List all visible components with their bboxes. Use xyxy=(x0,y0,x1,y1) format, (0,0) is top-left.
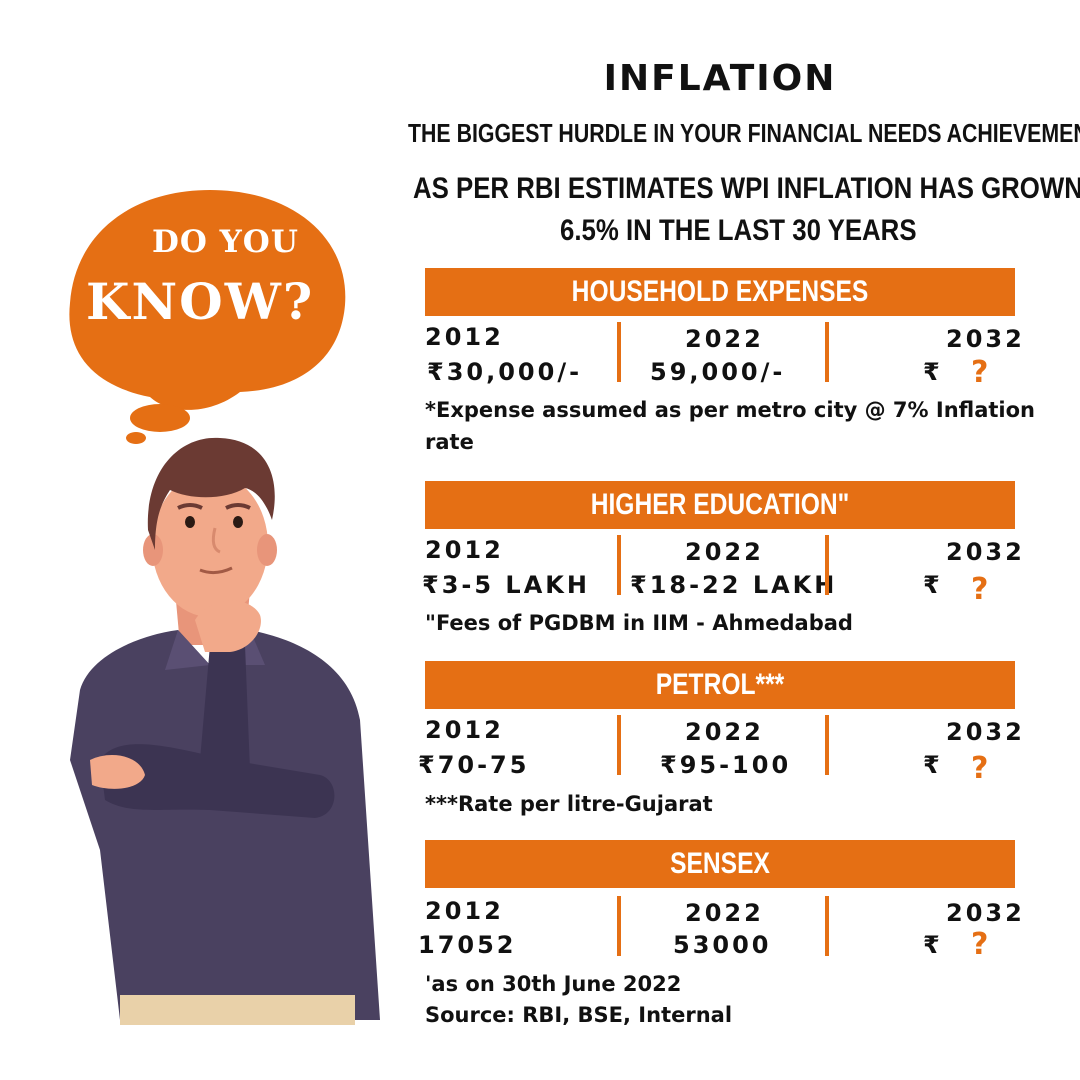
thought-bubble xyxy=(69,190,346,444)
column-divider xyxy=(617,535,621,595)
column-divider xyxy=(825,322,829,382)
section-note: "Fees of PGDBM in IIM - Ahmedabad xyxy=(425,611,853,635)
year-2032: 2032 xyxy=(946,325,1025,353)
year-2032: 2032 xyxy=(946,538,1025,566)
value-2012: 17052 xyxy=(418,931,517,959)
value-2012: ₹70-75 xyxy=(418,751,530,779)
year-2022: 2022 xyxy=(685,325,764,353)
value-2022: 53000 xyxy=(673,931,772,959)
thinking-man-illustration xyxy=(70,437,380,1025)
value-2022: 59,000/- xyxy=(650,358,786,386)
bubble-line2: KNOW? xyxy=(86,272,315,331)
estimate-line-2: 6.5% IN THE LAST 30 YEARS xyxy=(560,214,917,247)
question-mark-icon: ? xyxy=(971,572,989,607)
year-2012: 2012 xyxy=(425,323,504,351)
section-header-education: HIGHER EDUCATION" xyxy=(425,481,1015,529)
value-2032: ₹ xyxy=(923,358,943,386)
value-2012: ₹30,000/- xyxy=(427,358,583,386)
column-divider xyxy=(825,896,829,956)
section-header-household: HOUSEHOLD EXPENSES xyxy=(425,268,1015,316)
year-2012: 2012 xyxy=(425,716,504,744)
page-subtitle: THE BIGGEST HURDLE IN YOUR FINANCIAL NEE… xyxy=(408,118,1080,148)
column-divider xyxy=(617,715,621,775)
question-mark-icon: ? xyxy=(971,927,989,962)
section-title: HOUSEHOLD EXPENSES xyxy=(571,275,869,308)
year-2032: 2032 xyxy=(946,718,1025,746)
value-2012: ₹3-5 LAKH xyxy=(422,571,590,599)
column-divider xyxy=(825,715,829,775)
year-2012: 2012 xyxy=(425,897,504,925)
year-2032: 2032 xyxy=(946,899,1025,927)
column-divider xyxy=(617,896,621,956)
value-2032: ₹ xyxy=(923,931,943,959)
value-2032: ₹ xyxy=(923,571,943,599)
section-title: HIGHER EDUCATION" xyxy=(590,488,850,521)
value-2032: ₹ xyxy=(923,751,943,779)
question-mark-icon: ? xyxy=(971,751,989,786)
source-note: Source: RBI, BSE, Internal xyxy=(425,1003,733,1027)
page-title: INFLATION xyxy=(603,58,837,99)
value-2022: ₹95-100 xyxy=(660,751,792,779)
year-2022: 2022 xyxy=(685,538,764,566)
question-mark-icon: ? xyxy=(971,355,989,390)
section-header-sensex: SENSEX xyxy=(425,840,1015,888)
section-header-petrol: PETROL*** xyxy=(425,661,1015,709)
column-divider xyxy=(825,535,829,595)
estimate-line-1: AS PER RBI ESTIMATES WPI INFLATION HAS G… xyxy=(413,172,1080,205)
bubble-line1: DO YOU xyxy=(152,224,299,260)
year-2022: 2022 xyxy=(685,718,764,746)
section-note: ***Rate per litre-Gujarat xyxy=(425,792,713,816)
year-2022: 2022 xyxy=(685,899,764,927)
section-title: SENSEX xyxy=(670,847,770,880)
column-divider xyxy=(617,322,621,382)
year-2012: 2012 xyxy=(425,536,504,564)
value-2022: ₹18-22 LAKH xyxy=(630,571,838,599)
section-note: 'as on 30th June 2022 xyxy=(425,972,682,996)
section-note: *Expense assumed as per metro city @ 7% … xyxy=(425,398,1035,454)
section-title: PETROL*** xyxy=(655,668,785,701)
